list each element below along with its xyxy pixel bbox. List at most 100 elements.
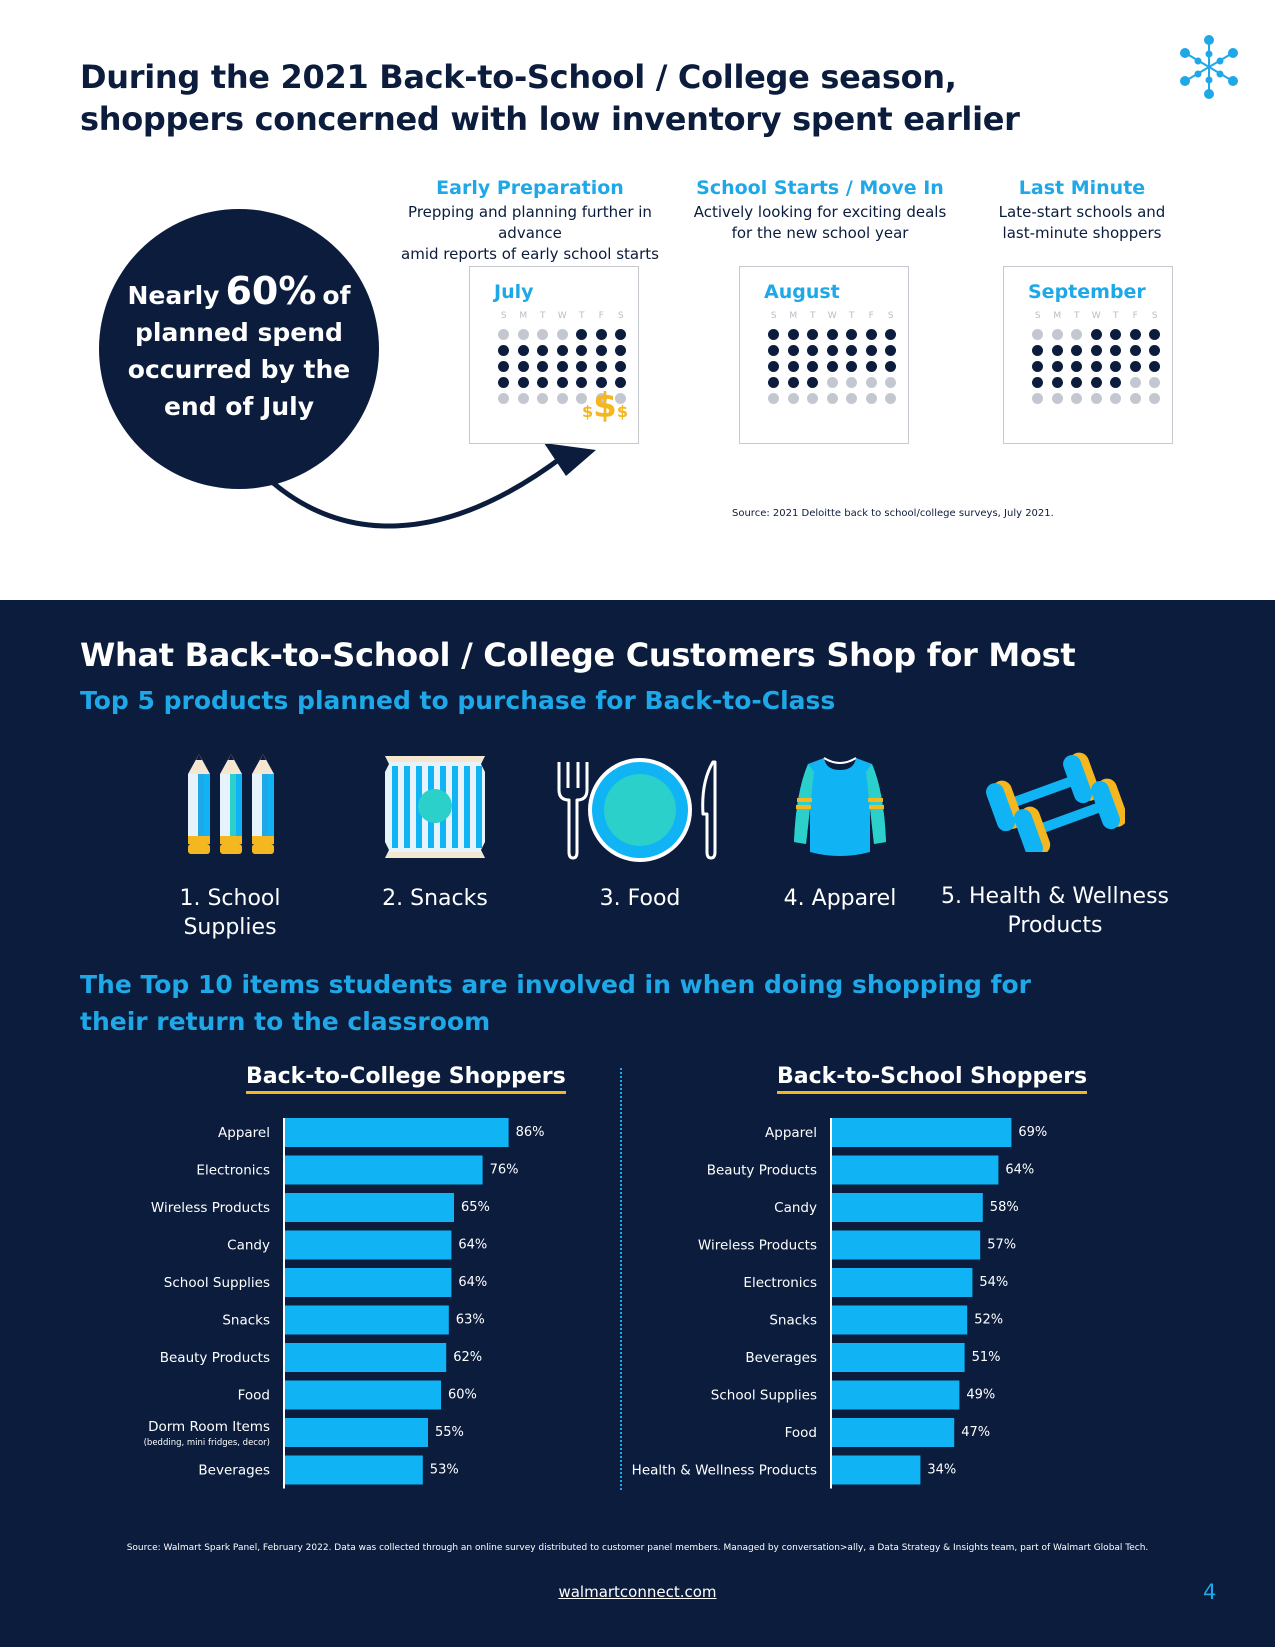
chart-bar: [285, 1305, 449, 1335]
chart-value-label: 34%: [927, 1463, 956, 1478]
calendar-day-dot-inactive: [846, 393, 857, 404]
chart-bar: [285, 1343, 447, 1372]
phase-desc: for the new school year: [731, 224, 909, 242]
calendar-day-dot: [1129, 361, 1141, 372]
phase-desc: Late-start schools and: [998, 203, 1166, 221]
pencils-icon: [188, 754, 274, 854]
calendar-day-dot-inactive: [1032, 329, 1043, 340]
calendar-day-dot: [846, 361, 857, 372]
calendar-day-dot-inactive: [885, 393, 896, 404]
plate-cutlery-icon: [557, 758, 717, 862]
calendar-day-dot-inactive: [1129, 377, 1141, 388]
product-label: 1. School Supplies: [179, 886, 281, 940]
chart-bar: [285, 1380, 441, 1410]
calendar-day-dot: [615, 361, 626, 372]
calendar-month: July: [494, 281, 534, 303]
calendar-day-dot: [1090, 361, 1102, 372]
source-note-walmart: Source: Walmart Spark Panel, February 20…: [126, 1543, 1149, 1553]
product-label: 5. Health & Wellness: [941, 884, 1169, 909]
chart-category-label: Candy: [227, 1238, 270, 1254]
footer-link-text[interactable]: walmartconnect.com: [558, 1583, 717, 1601]
chart-category-note: (bedding, mini fridges, decor): [144, 1438, 270, 1448]
chart-value-label: 55%: [435, 1425, 464, 1440]
calendar-day-dot: [498, 361, 509, 372]
calendar-day-dot: [615, 377, 626, 388]
calendar-day-dot: [865, 329, 877, 340]
chart-bar: [285, 1155, 483, 1185]
weekday-label: F: [868, 311, 874, 321]
top-section: During the 2021 Back-to-School / College…: [0, 0, 1275, 600]
calendar-day-dot: [1090, 345, 1102, 356]
stat-of: of: [322, 281, 351, 310]
weekday-label: W: [1091, 311, 1101, 321]
calendar-day-dot: [517, 361, 529, 372]
calendar-day-dot: [556, 361, 568, 372]
calendar-day-dot-inactive: [807, 393, 818, 404]
chart-category-label: School Supplies: [711, 1388, 817, 1404]
calendar-day-dot-inactive: [865, 393, 877, 404]
calendar-day-dot: [1051, 345, 1063, 356]
spark-logo-icon: [1180, 35, 1238, 99]
chart-bar: [832, 1155, 999, 1185]
phase-desc: last-minute shoppers: [1002, 224, 1162, 242]
phase-title: School Starts / Move In: [696, 177, 944, 199]
curved-arrow-icon: [269, 443, 596, 529]
chart-value-label: 86%: [516, 1125, 545, 1140]
calendar-day-dot: [1129, 345, 1141, 356]
calendar-day-dot: [1149, 361, 1160, 372]
calendar-day-dot: [807, 361, 818, 372]
calendar-day-dot: [537, 377, 548, 388]
stat-line-3: occurred by the: [127, 355, 351, 384]
chart-category-label: Snacks: [769, 1313, 817, 1329]
calendar-day-dot: [517, 345, 529, 356]
phase-desc: amid reports of early school starts: [401, 245, 659, 263]
calendar-grid: [494, 327, 631, 407]
calendar-day-dot: [576, 345, 587, 356]
calendar-day-dot: [1110, 377, 1121, 388]
phase-desc: Actively looking for exciting deals: [693, 203, 947, 221]
chart-value-label: 64%: [458, 1238, 487, 1253]
chart-school: Apparel 69% Beauty Products 64% Candy 58% Wire…: [627, 1118, 1187, 1510]
calendar-day-dot: [787, 361, 799, 372]
calendar-day-dot: [556, 377, 568, 388]
stat-line-2: planned spend: [135, 318, 343, 347]
chart-value-label: 64%: [458, 1275, 487, 1290]
chart-value-label: 54%: [979, 1275, 1008, 1290]
calendar-day-dot: [768, 345, 779, 356]
section-subtitle: Top 5 products planned to purchase for B…: [80, 686, 836, 715]
snack-bag-icon: [385, 756, 485, 858]
page-title: During the 2021 Back-to-School / College…: [80, 58, 1020, 138]
weekday-label: T: [849, 311, 855, 321]
chart-school-svg: Apparel 69% Beauty Products 64% Candy 58% Wire…: [632, 1118, 1047, 1489]
calendar-september: September S M T W T F S: [1003, 266, 1173, 444]
calendar-day-dot: [595, 329, 607, 340]
stat-line-4: end of July: [163, 392, 315, 421]
calendar-day-dot: [1071, 361, 1082, 372]
chart-college-svg: Apparel 86% Electronics 76% Wireless Product…: [144, 1118, 545, 1489]
calendar-grid: [1028, 327, 1165, 407]
chart-bar: [285, 1418, 428, 1447]
chart-category-label: Beauty Products: [160, 1350, 270, 1366]
calendar-day-dot: [1032, 361, 1043, 372]
calendar-day-dot: [498, 345, 509, 356]
shirt-icon: [794, 757, 886, 856]
weekday-label: W: [827, 311, 837, 321]
calendar-day-dot: [1032, 377, 1043, 388]
calendar-grid: [764, 327, 901, 407]
calendar-day-dot-inactive: [556, 329, 568, 340]
chart-value-label: 58%: [990, 1200, 1019, 1215]
calendar-day-dot: [768, 377, 779, 388]
calendar-august: August S M T W T F S: [739, 266, 909, 444]
calendar-month: September: [1028, 281, 1146, 303]
calendar-day-dot: [865, 361, 877, 372]
calendar-month: August: [764, 281, 840, 303]
stat-circle: Nearly 60% of planned spend occurred by th…: [99, 209, 379, 489]
calendar-day-dot: [537, 361, 548, 372]
footer-link[interactable]: walmartconnect.com: [0, 1583, 1275, 1601]
calendar-day-dot: [807, 377, 818, 388]
chart-bar: [832, 1193, 983, 1222]
calendar-day-dot-inactive: [1071, 329, 1082, 340]
product-label: 4. Apparel: [783, 886, 897, 911]
phase-school-starts: School Starts / Move In Actively looking…: [670, 176, 970, 244]
